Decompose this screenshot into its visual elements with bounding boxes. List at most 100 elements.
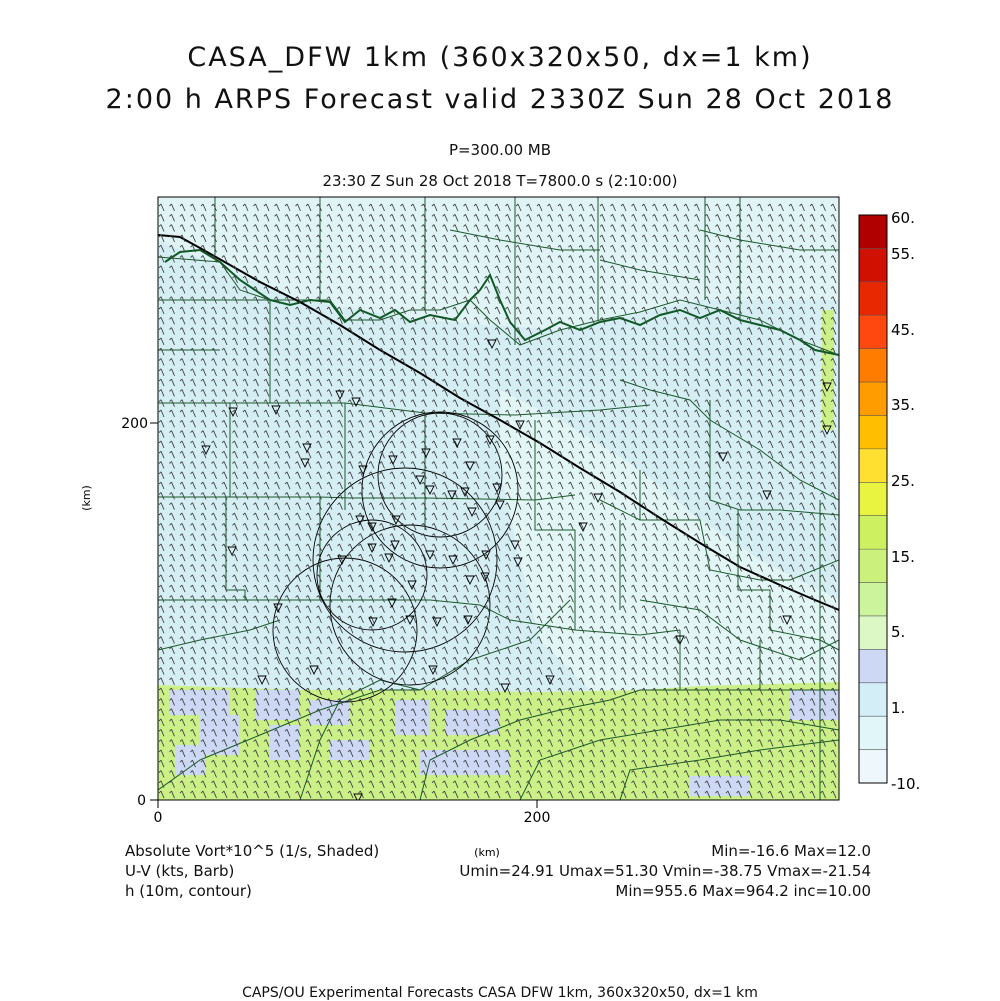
- wind-barb: [463, 306, 469, 315]
- wind-barb: [578, 337, 585, 346]
- wind-barb: [284, 728, 291, 737]
- wind-barb: [211, 358, 217, 366]
- wind-barb: [809, 306, 816, 315]
- wind-barb: [788, 656, 795, 665]
- wind-barb: [211, 275, 217, 284]
- wind-barb: [515, 667, 522, 675]
- wind-barb: [274, 687, 280, 696]
- wind-barb: [179, 255, 186, 263]
- wind-barb: [599, 615, 606, 624]
- wind-barb: [589, 347, 595, 356]
- wind-barb: [179, 419, 186, 428]
- wind-barb: [662, 543, 669, 552]
- wind-barb: [452, 461, 459, 469]
- wind-barb: [389, 244, 396, 253]
- wind-barb: [410, 667, 417, 675]
- wind-barb: [673, 584, 679, 593]
- wind-barb: [316, 615, 322, 624]
- wind-barb: [347, 327, 354, 335]
- wind-barb: [358, 708, 364, 716]
- wind-barb: [179, 646, 186, 655]
- wind-barb: [242, 213, 249, 222]
- wind-barb: [421, 378, 427, 387]
- wind-barb: [505, 677, 511, 685]
- wind-barb: [232, 244, 238, 253]
- wind-barb: [389, 450, 396, 459]
- wind-barb: [326, 224, 333, 232]
- wind-barb: [767, 595, 774, 603]
- wind-barb: [410, 461, 417, 469]
- wind-barb: [347, 605, 354, 613]
- wind-barb: [410, 533, 417, 541]
- wind-barb: [694, 584, 700, 593]
- wind-barb: [736, 347, 742, 356]
- wind-barb: [725, 543, 732, 552]
- wind-barb: [494, 203, 501, 212]
- wind-barb: [620, 708, 627, 716]
- wind-barb: [599, 574, 606, 582]
- wind-barb: [442, 553, 448, 562]
- wind-barb: [452, 543, 459, 552]
- wind-barb: [442, 337, 448, 346]
- wind-barb: [715, 327, 721, 335]
- wind-barb: [526, 255, 532, 263]
- wind-barb: [337, 543, 343, 552]
- wind-barb: [263, 543, 270, 552]
- wind-barb: [274, 646, 280, 655]
- wind-barb: [421, 419, 427, 428]
- wind-barb: [494, 739, 501, 747]
- wind-barb: [725, 646, 732, 655]
- colorbar-swatch: [859, 215, 887, 249]
- wind-barb: [578, 440, 585, 449]
- wind-barb: [641, 492, 648, 500]
- wind-barb: [715, 409, 721, 418]
- wind-barb: [211, 687, 217, 696]
- wind-barb: [809, 399, 816, 407]
- wind-barb: [820, 728, 826, 737]
- wind-barb: [683, 512, 690, 521]
- wind-barb: [337, 399, 343, 407]
- wind-barb: [326, 553, 333, 562]
- wind-barb: [379, 749, 385, 758]
- wind-barb: [463, 337, 469, 346]
- wind-barb: [211, 574, 217, 582]
- wind-barb: [158, 770, 165, 778]
- wind-barb: [211, 409, 217, 418]
- wind-barb: [830, 595, 837, 603]
- wind-barb: [515, 677, 522, 685]
- wind-barb: [494, 749, 501, 758]
- wind-barb: [820, 224, 826, 232]
- wind-barb: [673, 553, 679, 562]
- wind-barb: [704, 419, 711, 428]
- wind-barb: [767, 337, 774, 346]
- wind-barb: [736, 574, 742, 582]
- wind-barb: [694, 667, 700, 675]
- wind-barb: [641, 770, 648, 778]
- wind-barb: [683, 255, 690, 263]
- wind-barb: [316, 378, 322, 387]
- wind-barb: [410, 564, 417, 572]
- wind-barb: [463, 728, 469, 737]
- wind-barb: [725, 419, 732, 428]
- wind-barb: [694, 358, 700, 366]
- wind-barb: [610, 419, 616, 428]
- wind-barb: [158, 780, 165, 788]
- wind-barb: [536, 677, 543, 685]
- wind-barb: [778, 244, 784, 253]
- wind-barb: [641, 708, 648, 716]
- triangle-marker: [500, 683, 510, 694]
- wind-barb: [179, 203, 186, 212]
- wind-barb: [767, 553, 774, 562]
- wind-barb: [746, 492, 753, 500]
- wind-barb: [568, 203, 574, 212]
- wind-barb: [295, 512, 301, 521]
- wind-barb: [830, 502, 837, 510]
- wind-barb: [788, 553, 795, 562]
- wind-barb: [589, 492, 595, 500]
- wind-barb: [242, 790, 249, 799]
- wind-barb: [484, 347, 490, 356]
- wind-barb: [263, 656, 270, 665]
- wind-barb: [662, 450, 669, 459]
- wind-barb: [620, 625, 627, 634]
- wind-barb: [820, 584, 826, 593]
